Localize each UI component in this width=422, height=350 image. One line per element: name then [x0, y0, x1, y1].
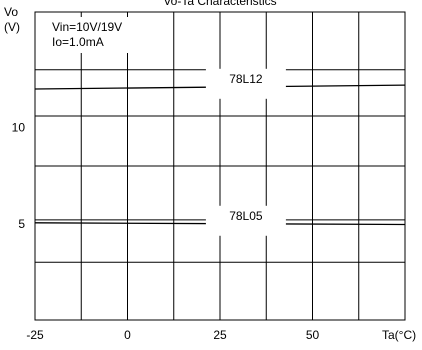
series-label: 78L12	[229, 72, 263, 86]
series-group: 78L12 78L05	[34, 68, 406, 236]
plot-frame	[34, 11, 406, 321]
x-axis-label: Ta(°C)	[382, 328, 416, 342]
x-tick-label: -25	[26, 328, 44, 342]
y-tick-label: 10	[12, 121, 26, 135]
x-tick-label: 50	[306, 328, 320, 342]
chart-title: Vo-Ta Characteristics	[163, 0, 276, 8]
condition-vin: Vin=10V/19V	[52, 20, 122, 34]
x-tick-label: 0	[124, 328, 131, 342]
tick-labels: -25 0 25 50 5 10	[12, 121, 320, 343]
y-axis-label: Vo	[4, 5, 18, 19]
conditions-box	[48, 17, 150, 53]
x-tick-label: 25	[213, 328, 227, 342]
series-label-bg	[205, 68, 286, 99]
condition-io: Io=1.0mA	[52, 35, 104, 49]
series-label: 78L05	[229, 209, 263, 223]
gridlines	[34, 11, 406, 321]
series-label-bg	[205, 205, 286, 236]
y-tick-label: 5	[18, 217, 25, 231]
y-axis-unit: (V)	[4, 20, 20, 34]
